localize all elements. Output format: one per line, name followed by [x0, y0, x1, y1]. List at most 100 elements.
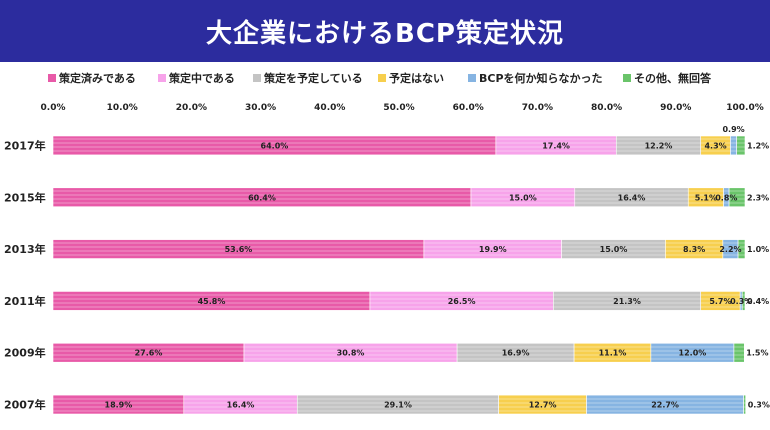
legend-label: 予定はない — [389, 71, 444, 85]
value-label: 18.9% — [105, 401, 133, 410]
value-label: 12.2% — [645, 142, 673, 151]
category-label: 2011年 — [4, 294, 46, 308]
value-label: 11.1% — [599, 349, 627, 358]
bar-segment-texture — [738, 239, 745, 259]
bar-segment-texture — [723, 187, 730, 207]
bar-segment-texture — [243, 343, 458, 363]
bar-segment-texture — [53, 239, 424, 259]
legend: 策定済みである 策定中である 策定を予定している 予定はない BCPを何か知らなかった そ… — [48, 71, 712, 85]
category-label: 2015年 — [4, 190, 46, 204]
bar-segment-texture — [53, 187, 471, 207]
x-tick-label: 40.0% — [314, 103, 345, 113]
value-label: 30.8% — [337, 349, 365, 358]
legend-swatch — [623, 74, 631, 82]
bars — [52, 135, 746, 415]
bar-segment-texture — [616, 136, 701, 155]
x-tick-label: 50.0% — [383, 103, 414, 113]
bar-segment-texture — [423, 239, 562, 259]
value-label: 0.4% — [747, 297, 769, 306]
category-label: 2007年 — [4, 398, 46, 412]
value-label: 2.3% — [747, 193, 769, 202]
value-label: 21.3% — [613, 297, 641, 306]
value-label: 64.0% — [261, 142, 289, 151]
bar-segment-texture — [53, 395, 184, 414]
value-label: 29.1% — [384, 401, 412, 410]
value-label: 60.4% — [248, 193, 276, 202]
value-label: 19.9% — [479, 245, 507, 254]
category-label: 2017年 — [4, 139, 46, 153]
x-tick-label: 100.0% — [726, 103, 764, 113]
bar-segment-texture — [183, 395, 298, 414]
value-label: 1.5% — [746, 349, 768, 358]
chart-title: 大企業におけるBCP策定状況 — [206, 18, 564, 49]
bar-segment-texture — [743, 395, 746, 414]
x-axis-ticks: 0.0% 10.0% 20.0% 30.0% 40.0% 50.0% 60.0% 70.0% 8… — [41, 103, 764, 113]
value-label: 15.0% — [600, 245, 628, 254]
bar-segment-texture — [586, 395, 744, 414]
value-label: 8.3% — [683, 245, 705, 254]
bar-segment-texture — [297, 395, 499, 414]
bar-segment-texture — [740, 291, 743, 311]
bar-segment-texture — [574, 343, 651, 363]
value-label: 12.0% — [679, 349, 707, 358]
value-label: 1.2% — [747, 142, 769, 151]
x-tick-label: 0.0% — [41, 103, 66, 113]
value-label: 4.3% — [704, 142, 726, 151]
x-tick-label: 10.0% — [107, 103, 138, 113]
value-label: 0.3% — [748, 401, 770, 410]
x-tick-label: 80.0% — [591, 103, 622, 113]
legend-label: 策定中である — [168, 71, 235, 85]
bar-segment-texture — [665, 239, 723, 259]
bar-segment-texture — [700, 291, 741, 311]
bar-segment-texture — [688, 187, 724, 207]
bar-segment-texture — [53, 343, 244, 363]
value-label: 1.0% — [747, 245, 769, 254]
value-label: 22.7% — [651, 401, 679, 410]
bar-segment-texture — [561, 239, 666, 259]
bar-segment-texture — [498, 395, 587, 414]
bar-segment-texture — [700, 136, 731, 155]
category-label: 2013年 — [4, 242, 46, 256]
value-label: 2.2% — [719, 245, 741, 254]
value-label: 16.4% — [227, 401, 255, 410]
value-label: 0.9% — [722, 125, 744, 134]
bar-segment-texture — [574, 187, 689, 207]
bar-segment-texture — [53, 136, 496, 155]
value-label: 5.7% — [709, 297, 731, 306]
legend-label: 策定済みである — [58, 71, 136, 85]
legend-label: 策定を予定している — [263, 71, 363, 85]
bar-segment-texture — [650, 343, 734, 363]
x-tick-label: 90.0% — [660, 103, 691, 113]
value-label: 0.8% — [715, 193, 737, 202]
bar-segment-texture — [736, 136, 745, 155]
value-label: 45.8% — [198, 297, 226, 306]
x-tick-label: 60.0% — [453, 103, 484, 113]
x-tick-label: 20.0% — [176, 103, 207, 113]
legend-label: BCPを何か知らなかった — [479, 71, 603, 85]
bar-segment-texture — [457, 343, 575, 363]
category-labels: 2017年 2015年 2013年 2011年 2009年 2007年 — [4, 139, 46, 412]
bar-segment-texture — [470, 187, 575, 207]
legend-swatch — [48, 74, 56, 82]
legend-swatch — [468, 74, 476, 82]
title-bar: 大企業におけるBCP策定状況 — [0, 0, 770, 62]
bar-segment-texture — [369, 291, 554, 311]
bar-segment-texture — [53, 291, 370, 311]
legend-swatch — [253, 74, 261, 82]
value-label: 0.3% — [730, 297, 752, 306]
value-label: 17.4% — [542, 142, 570, 151]
value-label: 53.6% — [225, 245, 253, 254]
value-label: 15.0% — [509, 193, 537, 202]
value-label: 12.7% — [529, 401, 557, 410]
bar-segment-texture — [729, 187, 745, 207]
bar-segment-texture — [733, 343, 745, 363]
bar-segment-texture — [553, 291, 701, 311]
legend-label: その他、無回答 — [634, 71, 712, 85]
bar-segment-texture — [730, 136, 737, 155]
value-label: 27.6% — [135, 349, 163, 358]
x-tick-label: 70.0% — [522, 103, 553, 113]
bar-segment-texture — [742, 291, 745, 311]
bar-segment-texture — [495, 136, 617, 155]
bar-segment-texture — [722, 239, 739, 259]
stacked-bar-chart: 策定済みである 策定中である 策定を予定している 予定はない BCPを何か知らなかった そ… — [4, 71, 770, 415]
